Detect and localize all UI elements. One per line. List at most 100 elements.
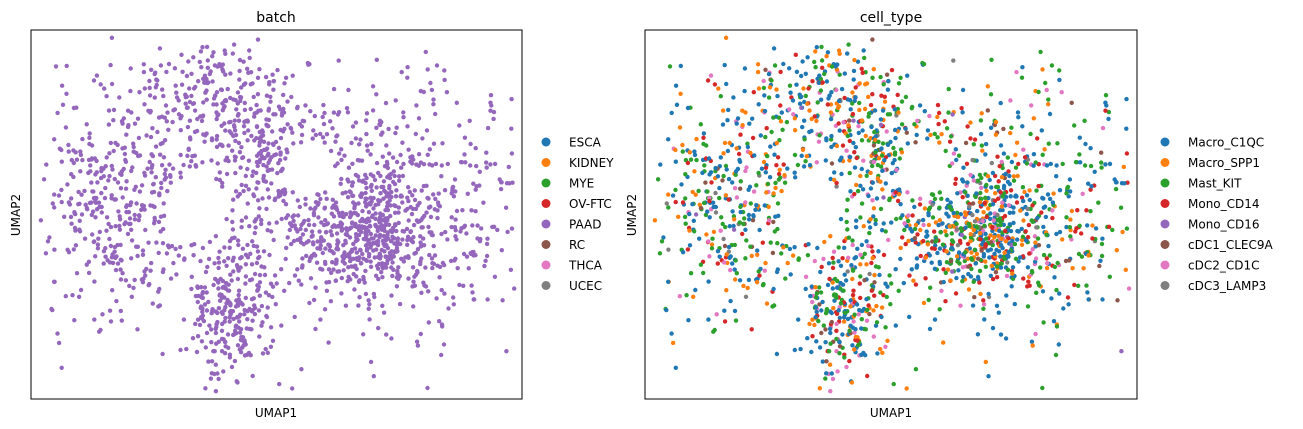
cell-type-point <box>948 278 953 283</box>
batch-point <box>377 251 382 256</box>
cell-type-point <box>883 344 888 349</box>
cell-type-point <box>877 272 882 278</box>
batch-point <box>44 162 49 167</box>
batch-point <box>264 93 270 98</box>
batch-point <box>228 71 233 76</box>
cell-type-point <box>920 217 926 223</box>
batch-point <box>250 318 255 323</box>
cell-type-point <box>847 328 852 333</box>
batch-point <box>319 238 325 243</box>
cell-type-point <box>1030 219 1036 224</box>
batch-point <box>475 223 480 228</box>
cell-type-point <box>1033 256 1039 261</box>
cell-type-point <box>830 255 835 261</box>
cell-type-point <box>774 163 779 168</box>
batch-legend-label: THCA <box>568 259 603 273</box>
cell-type-legend-label: Macro_SPP1 <box>1188 156 1260 170</box>
cell-type-point <box>956 153 962 158</box>
batch-point <box>396 220 401 226</box>
batch-point <box>431 97 436 102</box>
cell-type-point <box>816 318 821 324</box>
cell-type-point <box>994 184 999 190</box>
cell-type-point <box>859 317 864 322</box>
cell-type-point <box>856 130 861 136</box>
batch-point <box>167 162 172 167</box>
batch-point <box>101 249 107 254</box>
batch-point <box>458 229 463 234</box>
batch-point <box>160 87 165 92</box>
cell-type-point <box>828 137 834 142</box>
cell-type-point <box>926 297 931 303</box>
batch-point <box>454 100 459 106</box>
cell-type-point <box>1036 243 1042 248</box>
cell-type-point <box>766 218 772 223</box>
batch-point <box>47 235 52 240</box>
cell-type-point <box>878 117 884 122</box>
batch-point <box>257 272 263 278</box>
batch-point <box>220 184 225 189</box>
batch-point <box>363 231 368 236</box>
cell-type-point <box>961 274 966 280</box>
cell-type-point <box>823 327 828 332</box>
batch-point <box>273 302 278 307</box>
batch-point <box>204 44 210 50</box>
batch-point <box>210 54 215 59</box>
cell-type-point <box>989 185 994 190</box>
batch-point <box>406 198 411 204</box>
cell-type-point <box>857 81 862 86</box>
batch-point <box>79 192 84 197</box>
batch-point <box>379 247 384 253</box>
cell-type-point <box>823 340 828 345</box>
batch-point <box>300 232 306 237</box>
batch-point <box>374 92 379 97</box>
batch-point <box>474 184 479 189</box>
cell-type-point <box>776 171 782 177</box>
batch-point <box>84 205 90 211</box>
batch-point <box>364 111 370 116</box>
batch-point <box>329 233 335 238</box>
cell-type-point <box>878 346 883 352</box>
batch-point <box>240 246 246 251</box>
batch-point <box>254 124 260 130</box>
cell-type-point <box>901 280 906 286</box>
batch-point <box>149 67 154 73</box>
cell-type-point <box>738 209 743 215</box>
cell-type-point <box>723 163 729 169</box>
batch-point <box>411 235 416 240</box>
batch-point <box>325 221 331 226</box>
batch-point <box>230 227 236 232</box>
batch-point <box>435 215 440 221</box>
cell-type-point <box>972 137 978 142</box>
batch-point <box>112 176 118 182</box>
batch-point <box>249 262 255 267</box>
cell-type-point <box>937 218 942 223</box>
cell-type-point <box>837 351 842 356</box>
cell-type-point <box>878 179 883 184</box>
cell-type-point <box>987 177 992 183</box>
batch-point <box>50 201 55 206</box>
cell-type-point <box>1115 298 1120 303</box>
batch-point <box>149 170 154 175</box>
batch-point <box>59 365 64 370</box>
cell-type-point <box>832 170 837 175</box>
cell-type-point <box>818 269 823 275</box>
cell-type-point <box>999 236 1004 241</box>
batch-point <box>255 163 260 169</box>
batch-point <box>369 141 374 147</box>
cell-type-point <box>845 133 850 139</box>
cell-type-point <box>1020 185 1026 190</box>
batch-point <box>410 193 415 198</box>
cell-type-point <box>852 312 857 317</box>
batch-point <box>271 112 276 117</box>
batch-point <box>464 231 469 236</box>
cell-type-point <box>1012 301 1017 307</box>
cell-type-point <box>999 261 1004 266</box>
batch-point <box>219 336 225 342</box>
cell-type-point <box>1011 210 1016 215</box>
cell-type-point <box>1041 205 1047 210</box>
batch-point <box>87 141 92 147</box>
cell-type-point <box>1042 147 1047 152</box>
batch-point <box>126 123 131 128</box>
cell-type-point <box>1045 192 1051 197</box>
batch-point <box>254 170 259 176</box>
